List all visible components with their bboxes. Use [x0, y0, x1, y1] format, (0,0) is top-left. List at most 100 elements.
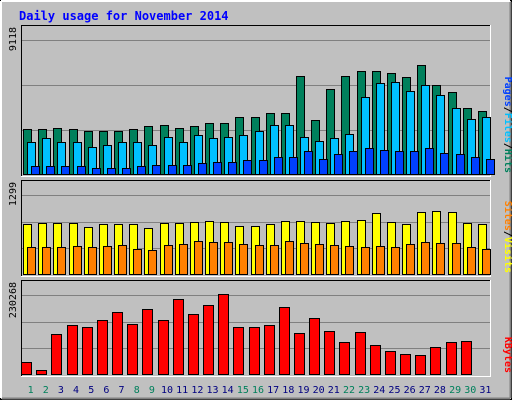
- bar-pages-day-10: [168, 165, 177, 175]
- chart-title: Daily usage for November 2014: [19, 9, 229, 23]
- x-label-day-6: 6: [103, 385, 109, 396]
- bar-kbytes-day-20: [309, 318, 320, 375]
- bar-sites-day-23: [361, 247, 370, 275]
- bar-sites-day-20: [315, 244, 324, 275]
- bar-sites-day-4: [73, 246, 82, 275]
- bar-sites-day-1: [27, 247, 36, 275]
- bar-kbytes-day-8: [127, 324, 138, 375]
- bar-kbytes-day-28: [430, 347, 441, 375]
- bar-sites-day-24: [376, 246, 385, 275]
- x-label-day-10: 10: [161, 385, 173, 396]
- bar-kbytes-day-14: [218, 294, 229, 375]
- bar-kbytes-day-2: [36, 370, 47, 375]
- x-label-day-12: 12: [191, 385, 203, 396]
- bar-sites-day-27: [421, 242, 430, 275]
- x-label-day-15: 15: [237, 385, 249, 396]
- bar-sites-day-11: [179, 244, 188, 275]
- bar-kbytes-day-1: [21, 362, 32, 375]
- bar-kbytes-day-9: [142, 309, 153, 375]
- bar-kbytes-day-25: [385, 351, 396, 375]
- bar-pages-day-13: [213, 162, 222, 175]
- bar-pages-day-12: [198, 163, 207, 175]
- bar-sites-day-25: [391, 247, 400, 275]
- x-label-day-23: 23: [358, 385, 370, 396]
- bar-kbytes-day-10: [158, 320, 169, 375]
- x-label-day-28: 28: [434, 385, 446, 396]
- bar-sites-day-10: [164, 245, 173, 275]
- x-label-day-1: 1: [28, 385, 34, 396]
- bar-sites-day-21: [330, 245, 339, 275]
- bar-sites-day-15: [239, 244, 248, 275]
- bar-kbytes-day-21: [324, 331, 335, 375]
- x-label-day-7: 7: [119, 385, 125, 396]
- bar-kbytes-day-24: [370, 345, 381, 375]
- x-label-day-13: 13: [206, 385, 218, 396]
- bar-kbytes-day-12: [188, 314, 199, 375]
- bar-kbytes-day-30: [461, 341, 472, 375]
- x-label-day-5: 5: [88, 385, 94, 396]
- bar-sites-day-30: [467, 247, 476, 275]
- bar-pages-day-21: [334, 154, 343, 175]
- bar-pages-day-14: [228, 162, 237, 175]
- legend-separator: /: [502, 231, 512, 237]
- x-label-day-27: 27: [419, 385, 431, 396]
- x-label-day-31: 31: [479, 385, 491, 396]
- bar-kbytes-day-5: [82, 327, 93, 375]
- bar-sites-day-18: [285, 241, 294, 275]
- bar-sites-day-29: [452, 243, 461, 275]
- legend-entry-files: Files: [502, 113, 512, 143]
- bar-kbytes-day-7: [112, 312, 123, 375]
- bar-sites-day-14: [224, 242, 233, 275]
- bar-sites-day-26: [406, 244, 415, 275]
- bar-pages-day-28: [440, 153, 449, 175]
- bar-pages-day-9: [152, 165, 161, 175]
- x-label-day-14: 14: [222, 385, 234, 396]
- bar-kbytes-day-23: [355, 332, 366, 375]
- x-label-day-11: 11: [176, 385, 188, 396]
- x-label-day-16: 16: [252, 385, 264, 396]
- bar-pages-day-5: [92, 168, 101, 175]
- bar-kbytes-day-3: [51, 334, 62, 375]
- panel-visits-sites: 1299 Sites/Visits: [8, 180, 512, 277]
- bar-kbytes-day-26: [400, 354, 411, 375]
- bar-kbytes-day-11: [173, 299, 184, 375]
- bar-pages-day-27: [425, 148, 434, 175]
- bar-sites-day-2: [42, 247, 51, 275]
- bar-pages-day-17: [274, 157, 283, 175]
- legend-entry-kbytes: KBytes: [502, 337, 512, 373]
- bar-pages-day-19: [304, 151, 313, 175]
- bar-pages-day-11: [183, 165, 192, 175]
- bar-sites-day-12: [194, 241, 203, 275]
- panel-kbytes: 230268 KBytes: [8, 280, 512, 377]
- bar-pages-day-1: [31, 166, 40, 175]
- legend: KBytes: [502, 337, 512, 373]
- bar-pages-day-25: [395, 151, 404, 175]
- legend-entry-pages: Pages: [502, 77, 512, 107]
- bar-pages-day-8: [137, 166, 146, 175]
- x-label-day-22: 22: [343, 385, 355, 396]
- bar-sites-day-31: [482, 249, 491, 275]
- bar-pages-day-7: [122, 168, 131, 175]
- bar-pages-day-30: [471, 157, 480, 175]
- bar-sites-day-5: [88, 247, 97, 275]
- bar-sites-day-17: [270, 245, 279, 275]
- bar-kbytes-day-22: [339, 342, 350, 375]
- bar-pages-day-6: [107, 168, 116, 175]
- bar-kbytes-day-4: [67, 325, 78, 375]
- legend-separator: /: [502, 143, 512, 149]
- bar-sites-day-13: [209, 242, 218, 275]
- ymax-label: 230268: [8, 282, 19, 318]
- bar-sites-day-3: [57, 247, 66, 275]
- x-label-day-24: 24: [373, 385, 385, 396]
- ymax-label: 1299: [8, 182, 19, 206]
- bar-sites-day-22: [345, 246, 354, 275]
- bar-pages-day-3: [61, 166, 70, 175]
- bar-kbytes-day-16: [249, 327, 260, 375]
- bar-kbytes-day-17: [264, 325, 275, 375]
- x-label-day-18: 18: [282, 385, 294, 396]
- bar-pages-day-23: [365, 148, 374, 175]
- bar-pages-day-29: [456, 154, 465, 175]
- bar-sites-day-16: [255, 245, 264, 275]
